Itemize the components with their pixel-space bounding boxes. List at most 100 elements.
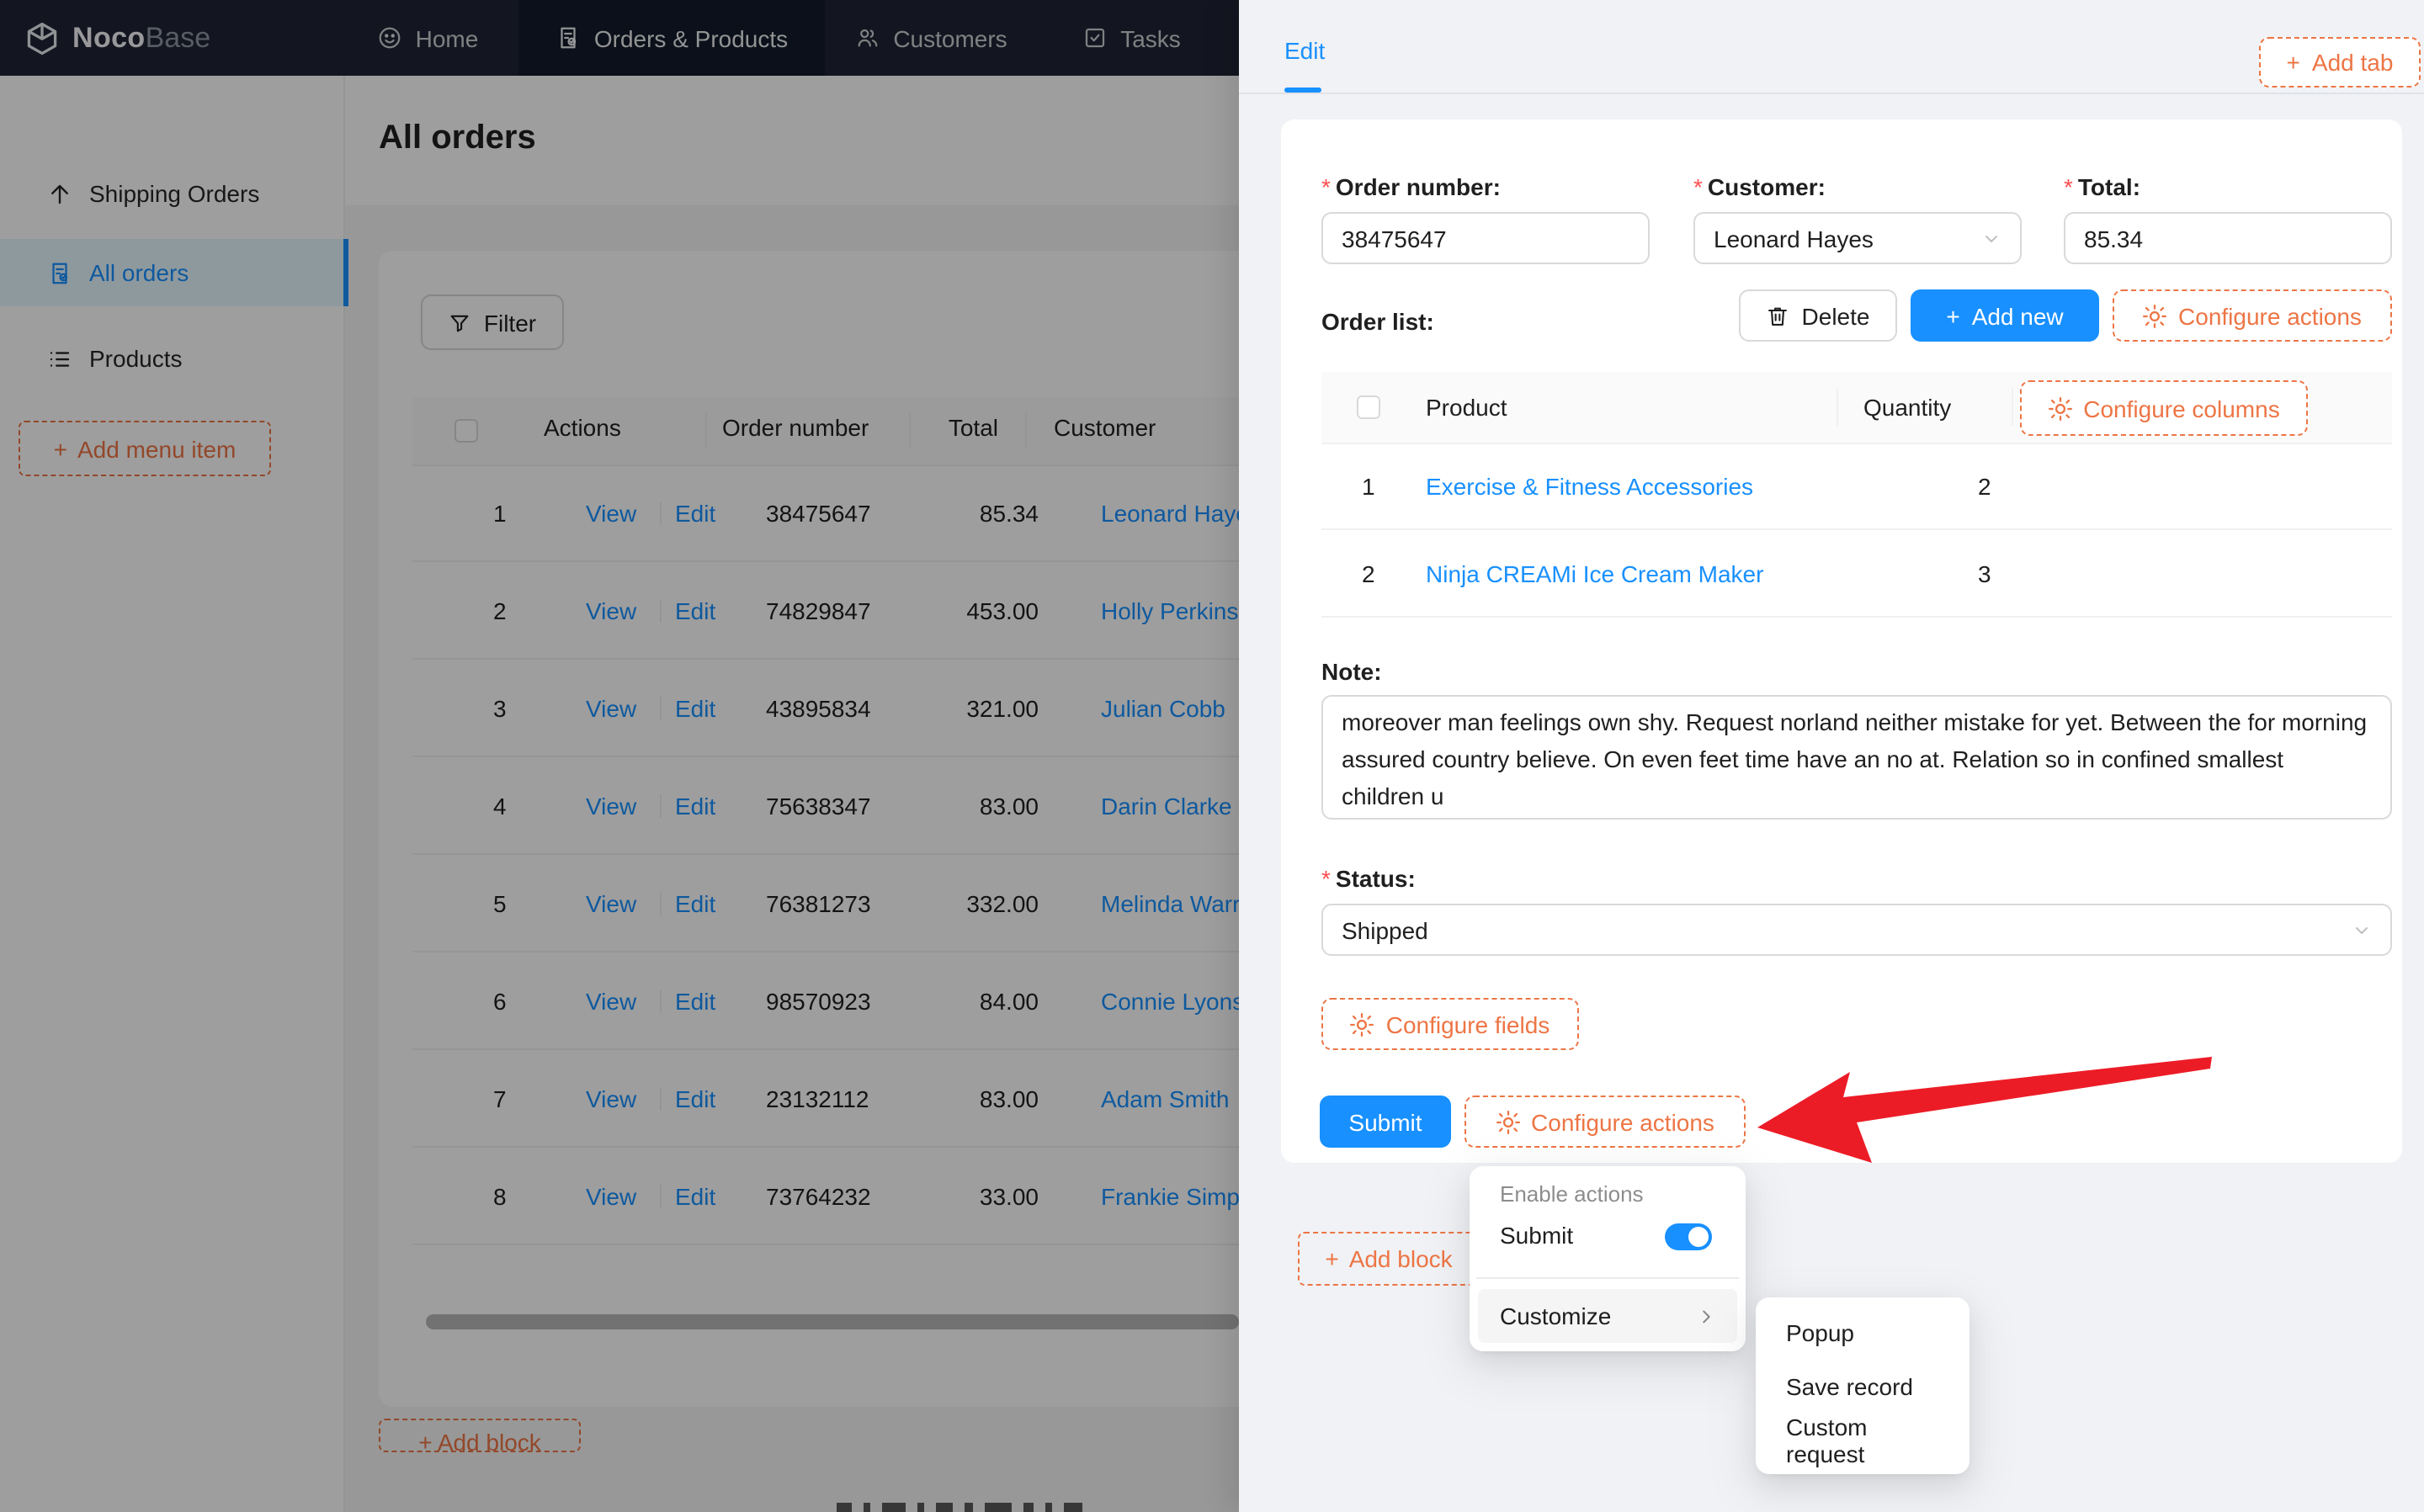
configure-actions-dropdown: Enable actions Submit Customize xyxy=(1470,1166,1746,1351)
edit-link[interactable]: Edit xyxy=(675,987,716,1014)
status-select-value: Shipped xyxy=(1342,916,1428,943)
total-cell: 83.00 xyxy=(979,1085,1039,1111)
select-all-checkbox[interactable] xyxy=(454,419,478,443)
column-header-actions: Actions xyxy=(544,414,621,441)
product-link[interactable]: Exercise & Fitness Accessories xyxy=(1426,472,1754,499)
view-link[interactable]: View xyxy=(586,1085,637,1111)
customer-link[interactable]: Melinda Warren xyxy=(1101,889,1267,916)
required-mark: * xyxy=(1693,173,1703,200)
view-link[interactable]: View xyxy=(586,792,637,819)
edit-link[interactable]: Edit xyxy=(675,694,716,721)
product-link[interactable]: Ninja CREAMi Ice Cream Maker xyxy=(1426,560,1764,586)
document-check-icon xyxy=(47,260,72,285)
note-textarea[interactable]: moreover man feelings own shy. Request n… xyxy=(1321,695,2392,820)
customize-label: Customize xyxy=(1500,1302,1612,1329)
drawer-mask[interactable] xyxy=(0,0,1239,1512)
column-header-product: Product xyxy=(1426,394,1507,421)
sidebar-item-all-orders[interactable]: All orders xyxy=(0,239,348,306)
delete-button[interactable]: Delete xyxy=(1739,289,1897,342)
page-title: All orders xyxy=(379,119,536,157)
edit-link[interactable]: Edit xyxy=(675,597,716,623)
view-link[interactable]: View xyxy=(586,694,637,721)
add-new-button[interactable]: + Add new xyxy=(1911,289,2099,342)
configure-columns-label: Configure columns xyxy=(2083,395,2280,422)
add-block-button-main[interactable]: + Add block xyxy=(379,1419,581,1452)
submit-button[interactable]: Submit xyxy=(1320,1096,1451,1148)
drawer-tab-edit[interactable]: Edit xyxy=(1284,37,1326,64)
customize-submenu: Popup Save record Custom request xyxy=(1756,1297,1970,1474)
submenu-item-custom-request[interactable]: Custom request xyxy=(1786,1414,1868,1467)
configure-fields-button[interactable]: Configure fields xyxy=(1321,998,1579,1050)
column-header-order-number: Order number xyxy=(722,414,869,441)
order-number-input[interactable] xyxy=(1321,212,1650,264)
add-menu-item-label: Add menu item xyxy=(77,435,237,462)
configure-actions-button-orderlist[interactable]: Configure actions xyxy=(2113,289,2392,342)
row-index: 2 xyxy=(493,597,507,623)
filter-label: Filter xyxy=(483,309,537,336)
customer-label: * Customer: xyxy=(1693,173,1826,200)
edit-link[interactable]: Edit xyxy=(675,889,716,916)
active-tab-indicator xyxy=(1284,88,1321,93)
submenu-item-popup[interactable]: Popup xyxy=(1786,1319,1854,1346)
row-index: 3 xyxy=(493,694,507,721)
nav-tab-label: Tasks xyxy=(1120,24,1181,51)
delete-label: Delete xyxy=(1801,302,1870,329)
smiley-icon xyxy=(379,27,400,49)
dropdown-item-submit[interactable]: Submit xyxy=(1500,1222,1574,1249)
nav-tab-label: Customers xyxy=(893,24,1007,51)
column-header-customer: Customer xyxy=(1054,414,1156,441)
add-menu-item-button[interactable]: + Add menu item xyxy=(19,421,271,476)
row-index: 6 xyxy=(493,987,507,1014)
sidebar-item-shipping-orders[interactable]: Shipping Orders xyxy=(0,160,343,227)
submit-toggle[interactable] xyxy=(1665,1223,1712,1250)
add-tab-button[interactable]: + Add tab xyxy=(2259,37,2421,88)
view-link[interactable]: View xyxy=(586,597,637,623)
sidebar-item-products[interactable]: Products xyxy=(0,325,343,392)
chevron-down-icon xyxy=(1985,235,1997,241)
customer-link[interactable]: Adam Smith xyxy=(1101,1085,1230,1111)
customer-link[interactable]: Darin Clarke xyxy=(1101,792,1232,819)
nav-tab-home[interactable]: Home xyxy=(357,0,498,76)
customer-link[interactable]: Connie Lyons xyxy=(1101,987,1245,1014)
order-number-cell: 43895834 xyxy=(766,694,871,721)
nav-tab-label: Home xyxy=(415,24,479,51)
clipped-footer-text xyxy=(837,1503,1094,1512)
nav-tab-tasks[interactable]: Tasks xyxy=(1054,0,1209,76)
gear-icon xyxy=(2048,396,2072,420)
customer-link[interactable]: Holly Perkins xyxy=(1101,597,1239,623)
horizontal-scrollbar[interactable] xyxy=(426,1314,1239,1329)
edit-link[interactable]: Edit xyxy=(675,499,716,526)
order-number-cell: 76381273 xyxy=(766,889,871,916)
customer-link[interactable]: Julian Cobb xyxy=(1101,694,1225,721)
submenu-item-save-record[interactable]: Save record xyxy=(1786,1373,1913,1400)
configure-actions-button-footer[interactable]: Configure actions xyxy=(1464,1096,1746,1148)
nav-tab-customers[interactable]: Customers xyxy=(828,0,1034,76)
edit-link[interactable]: Edit xyxy=(675,792,716,819)
add-block-button-drawer[interactable]: + Add block xyxy=(1298,1232,1480,1286)
view-link[interactable]: View xyxy=(586,889,637,916)
customer-select[interactable]: Leonard Hayes xyxy=(1693,212,2022,264)
gear-icon xyxy=(2143,304,2167,327)
submit-label: Submit xyxy=(1348,1108,1422,1135)
status-select[interactable]: Shipped xyxy=(1321,904,2392,956)
edit-link[interactable]: Edit xyxy=(675,1182,716,1209)
nav-tab-orders-products[interactable]: Orders & Products xyxy=(518,0,825,76)
nocobase-logo[interactable]: NocoBase xyxy=(24,0,210,76)
customer-link[interactable]: Leonard Hayes xyxy=(1101,499,1261,526)
filter-button[interactable]: Filter xyxy=(421,294,564,350)
view-link[interactable]: View xyxy=(586,499,637,526)
sidebar-item-label: Shipping Orders xyxy=(89,180,260,207)
subtable-row: 1 Exercise & Fitness Accessories 2 xyxy=(1321,443,2392,530)
edit-link[interactable]: Edit xyxy=(675,1085,716,1111)
quantity-cell: 3 xyxy=(1978,560,1991,586)
dropdown-item-customize[interactable]: Customize xyxy=(1478,1289,1737,1343)
chevron-right-icon xyxy=(1703,1309,1710,1323)
subtable-select-all-checkbox[interactable] xyxy=(1357,395,1380,419)
view-link[interactable]: View xyxy=(586,1182,637,1209)
total-input[interactable] xyxy=(2064,212,2392,264)
configure-actions-label: Configure actions xyxy=(1531,1108,1714,1135)
subtable-body: 1 Exercise & Fitness Accessories 2 2 Ninja C… xyxy=(1321,443,2392,618)
row-index: 7 xyxy=(493,1085,507,1111)
view-link[interactable]: View xyxy=(586,987,637,1014)
configure-columns-button[interactable]: Configure columns xyxy=(2020,380,2308,436)
